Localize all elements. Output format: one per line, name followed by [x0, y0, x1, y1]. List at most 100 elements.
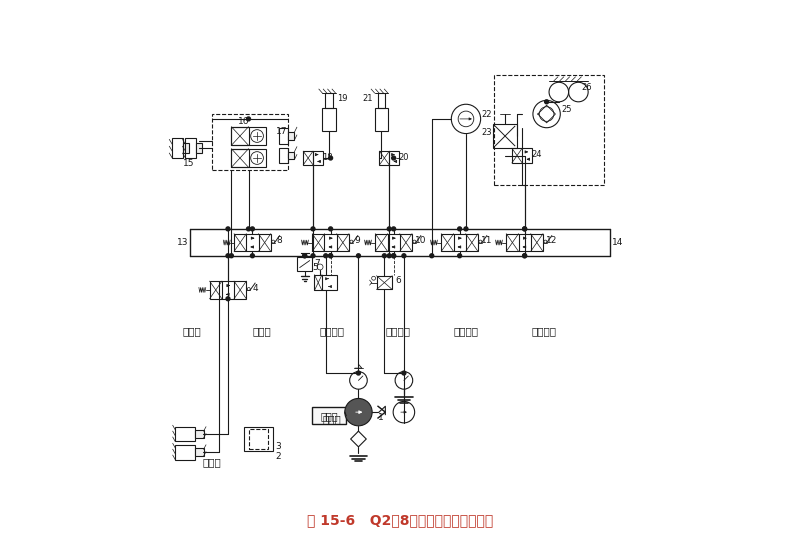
- Text: 22: 22: [482, 110, 492, 118]
- Text: 图 15-6   Q2－8型汽车起重机液压系统: 图 15-6 Q2－8型汽车起重机液压系统: [307, 513, 493, 527]
- Circle shape: [522, 227, 526, 231]
- Bar: [379, 151, 399, 165]
- Circle shape: [329, 254, 333, 258]
- Circle shape: [387, 227, 391, 231]
- Bar: [244, 427, 273, 451]
- Circle shape: [226, 297, 230, 301]
- Bar: [186, 138, 196, 158]
- Bar: [279, 148, 287, 163]
- Bar: [312, 407, 346, 424]
- Circle shape: [329, 227, 333, 231]
- Text: 12: 12: [546, 236, 558, 245]
- Circle shape: [392, 156, 396, 160]
- Text: 20: 20: [398, 153, 409, 161]
- Circle shape: [392, 254, 396, 258]
- Circle shape: [392, 254, 396, 258]
- Text: 19: 19: [338, 94, 348, 103]
- Text: 升降机构: 升降机构: [532, 326, 557, 337]
- Circle shape: [464, 227, 468, 231]
- Bar: [506, 233, 543, 251]
- Circle shape: [522, 227, 526, 231]
- Text: 25: 25: [561, 105, 571, 113]
- Bar: [175, 445, 194, 459]
- Bar: [493, 124, 518, 148]
- Bar: [279, 128, 287, 144]
- Circle shape: [230, 254, 234, 258]
- Text: 9: 9: [355, 236, 361, 245]
- Bar: [231, 127, 266, 146]
- Bar: [287, 132, 294, 140]
- Circle shape: [357, 254, 361, 258]
- Circle shape: [402, 254, 406, 258]
- Text: 7: 7: [314, 258, 320, 268]
- Bar: [231, 149, 266, 167]
- Bar: [249, 429, 268, 449]
- Text: 10: 10: [415, 236, 426, 245]
- Circle shape: [382, 254, 386, 258]
- Bar: [322, 108, 336, 131]
- Text: 变幅机构: 变幅机构: [385, 326, 410, 337]
- Circle shape: [246, 227, 250, 231]
- Text: 前支腿: 前支腿: [202, 457, 222, 467]
- Circle shape: [250, 227, 254, 231]
- Text: 3: 3: [275, 442, 281, 451]
- Circle shape: [522, 254, 526, 258]
- Bar: [234, 233, 270, 251]
- Bar: [194, 430, 203, 438]
- Circle shape: [302, 254, 306, 258]
- Circle shape: [226, 254, 230, 258]
- Bar: [326, 93, 333, 108]
- Text: 取力笱: 取力笱: [322, 414, 341, 425]
- Bar: [210, 281, 246, 299]
- Text: 11: 11: [481, 236, 493, 245]
- Bar: [231, 127, 249, 146]
- Bar: [196, 143, 202, 153]
- Bar: [512, 148, 533, 163]
- Bar: [175, 427, 194, 441]
- Bar: [212, 114, 287, 170]
- Circle shape: [392, 227, 396, 231]
- Bar: [303, 151, 322, 165]
- Bar: [314, 275, 337, 291]
- Text: 15: 15: [183, 160, 194, 168]
- Text: 2: 2: [275, 452, 281, 460]
- Circle shape: [345, 399, 372, 426]
- Bar: [494, 75, 604, 185]
- Bar: [312, 233, 349, 251]
- Text: 24: 24: [531, 150, 542, 159]
- Text: 17: 17: [276, 127, 287, 136]
- Circle shape: [311, 227, 315, 231]
- Text: 13: 13: [177, 238, 188, 247]
- Circle shape: [226, 227, 230, 231]
- Circle shape: [329, 156, 333, 160]
- Circle shape: [246, 117, 250, 121]
- Bar: [375, 233, 412, 251]
- Text: 1: 1: [378, 413, 383, 421]
- Circle shape: [357, 371, 361, 375]
- Text: 回转机构: 回转机构: [454, 326, 478, 337]
- Text: 后支腿: 后支腿: [253, 326, 271, 337]
- Text: 26: 26: [582, 83, 593, 92]
- Text: 23: 23: [481, 128, 492, 137]
- Text: 6: 6: [395, 276, 401, 285]
- Bar: [374, 108, 388, 131]
- Circle shape: [402, 371, 406, 375]
- Bar: [442, 233, 478, 251]
- Text: 8: 8: [277, 236, 282, 245]
- Circle shape: [250, 254, 254, 258]
- Bar: [172, 138, 183, 158]
- Bar: [377, 276, 392, 289]
- Circle shape: [324, 254, 328, 258]
- Bar: [378, 93, 386, 108]
- Circle shape: [311, 254, 315, 258]
- Text: 16: 16: [238, 117, 250, 127]
- Circle shape: [545, 100, 549, 104]
- Text: 伸缩机构: 伸缩机构: [319, 326, 344, 337]
- Bar: [287, 151, 294, 160]
- Circle shape: [458, 227, 462, 231]
- Text: 4: 4: [252, 283, 258, 293]
- Text: 18: 18: [322, 153, 333, 161]
- Bar: [194, 449, 203, 456]
- Bar: [231, 149, 249, 167]
- Text: 稳定器: 稳定器: [183, 326, 202, 337]
